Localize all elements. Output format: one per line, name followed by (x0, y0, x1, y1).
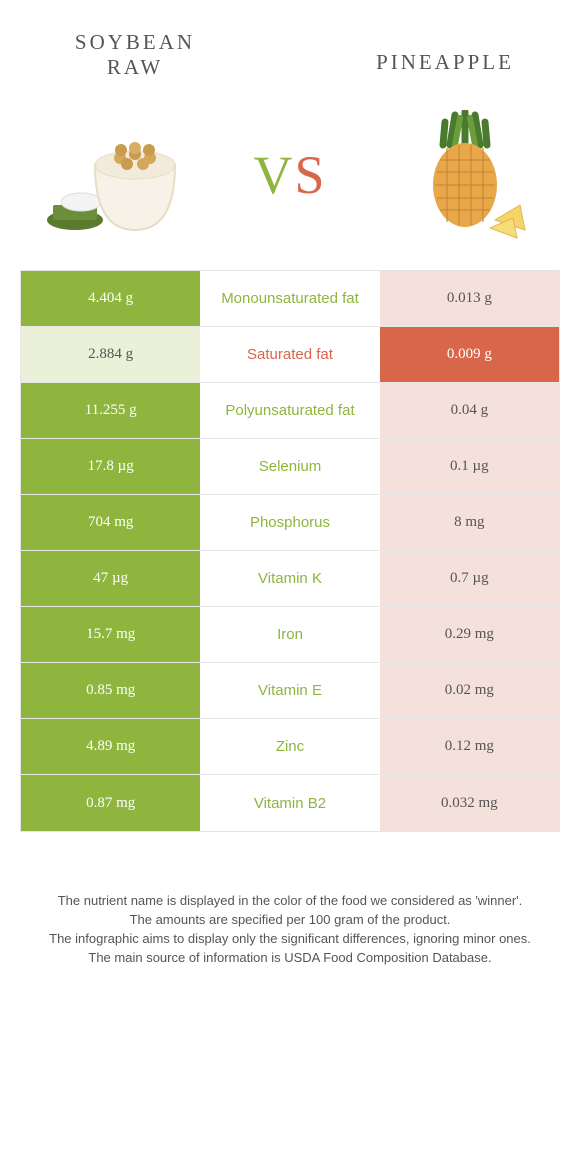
nutrient-label: Iron (200, 607, 379, 662)
header: Soybean raw Pineapple (0, 0, 580, 90)
table-row: 704 mgPhosphorus8 mg (21, 495, 559, 551)
footnote-line: The nutrient name is displayed in the co… (30, 892, 550, 911)
right-value: 0.013 g (380, 271, 559, 326)
footnote-line: The main source of information is USDA F… (30, 949, 550, 968)
right-value: 8 mg (380, 495, 559, 550)
pineapple-image (390, 105, 540, 245)
left-value: 15.7 mg (21, 607, 200, 662)
left-value: 2.884 g (21, 327, 200, 382)
left-value: 4.404 g (21, 271, 200, 326)
footnote-line: The infographic aims to display only the… (30, 930, 550, 949)
nutrient-label: Vitamin E (200, 663, 379, 718)
table-row: 0.87 mgVitamin B20.032 mg (21, 775, 559, 831)
left-value: 4.89 mg (21, 719, 200, 774)
right-value: 0.04 g (380, 383, 559, 438)
table-row: 4.404 gMonounsaturated fat0.013 g (21, 271, 559, 327)
nutrient-label: Saturated fat (200, 327, 379, 382)
pineapple-icon (395, 110, 535, 240)
nutrient-label: Phosphorus (200, 495, 379, 550)
right-value: 0.032 mg (380, 775, 559, 831)
vs-s: S (294, 145, 326, 205)
images-row: VS (0, 90, 580, 270)
comparison-table: 4.404 gMonounsaturated fat0.013 g2.884 g… (20, 270, 560, 832)
table-row: 15.7 mgIron0.29 mg (21, 607, 559, 663)
right-food-title: Pineapple (360, 50, 530, 80)
left-value: 11.255 g (21, 383, 200, 438)
left-value: 47 µg (21, 551, 200, 606)
right-value: 0.1 µg (380, 439, 559, 494)
left-value: 704 mg (21, 495, 200, 550)
nutrient-label: Polyunsaturated fat (200, 383, 379, 438)
left-value: 0.85 mg (21, 663, 200, 718)
nutrient-label: Vitamin K (200, 551, 379, 606)
nutrient-label: Zinc (200, 719, 379, 774)
left-value: 17.8 µg (21, 439, 200, 494)
right-value: 0.12 mg (380, 719, 559, 774)
vs-label: VS (253, 144, 326, 206)
footnotes: The nutrient name is displayed in the co… (0, 832, 580, 967)
nutrient-label: Monounsaturated fat (200, 271, 379, 326)
right-value: 0.29 mg (380, 607, 559, 662)
table-row: 0.85 mgVitamin E0.02 mg (21, 663, 559, 719)
table-row: 11.255 gPolyunsaturated fat0.04 g (21, 383, 559, 439)
nutrient-label: Vitamin B2 (200, 775, 379, 831)
table-row: 4.89 mgZinc0.12 mg (21, 719, 559, 775)
table-row: 47 µgVitamin K0.7 µg (21, 551, 559, 607)
soybean-image (40, 105, 190, 245)
soybean-icon (45, 110, 185, 240)
right-value: 0.02 mg (380, 663, 559, 718)
nutrient-label: Selenium (200, 439, 379, 494)
footnote-line: The amounts are specified per 100 gram o… (30, 911, 550, 930)
table-row: 17.8 µgSelenium0.1 µg (21, 439, 559, 495)
left-food-title: Soybean raw (50, 30, 220, 80)
right-value: 0.009 g (380, 327, 559, 382)
left-value: 0.87 mg (21, 775, 200, 831)
table-row: 2.884 gSaturated fat0.009 g (21, 327, 559, 383)
right-value: 0.7 µg (380, 551, 559, 606)
vs-v: V (253, 145, 294, 205)
